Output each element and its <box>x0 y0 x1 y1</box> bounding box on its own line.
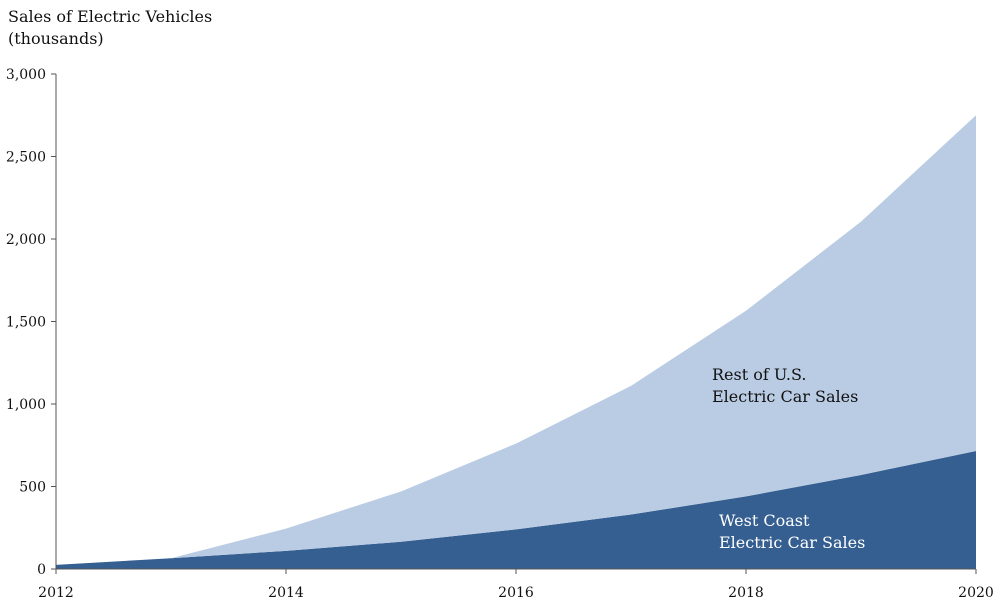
series-label-line: Electric Car Sales <box>719 533 865 552</box>
axes-layer: 0 500 1,000 1,500 2,000 2,500 3,000 2012 2014 201… <box>6 67 994 601</box>
y-axis-title-line-1: Sales of Electric Vehicles <box>8 7 213 26</box>
series-label-line: West Coast <box>719 511 810 530</box>
x-tick-label: 2014 <box>268 585 304 601</box>
y-tick-label: 3,000 <box>6 67 46 83</box>
x-tick-label: 2018 <box>728 585 764 601</box>
series-label-line: Rest of U.S. <box>712 365 806 384</box>
y-tick-label: 2,500 <box>6 150 46 166</box>
y-axis-title: Sales of Electric Vehicles (thousands) <box>8 6 212 50</box>
area-layer <box>56 115 976 569</box>
series-label-1: West Coast Electric Car Sales <box>719 511 865 552</box>
area-series-1 <box>56 451 976 569</box>
x-tick-label: 2012 <box>38 585 74 601</box>
y-tick-label: 0 <box>37 562 46 578</box>
y-axis-title-line-2: (thousands) <box>8 29 104 48</box>
y-tick-label: 500 <box>19 480 46 496</box>
y-tick-label: 1,500 <box>6 315 46 331</box>
y-tick-label: 2,000 <box>6 232 46 248</box>
series-label-2: Rest of U.S. Electric Car Sales <box>712 365 858 406</box>
y-tick-label: 1,000 <box>6 397 46 413</box>
x-tick-label: 2020 <box>958 585 994 601</box>
area-series-2 <box>56 115 976 565</box>
series-label-line: Electric Car Sales <box>712 387 858 406</box>
x-tick-label: 2016 <box>498 585 534 601</box>
